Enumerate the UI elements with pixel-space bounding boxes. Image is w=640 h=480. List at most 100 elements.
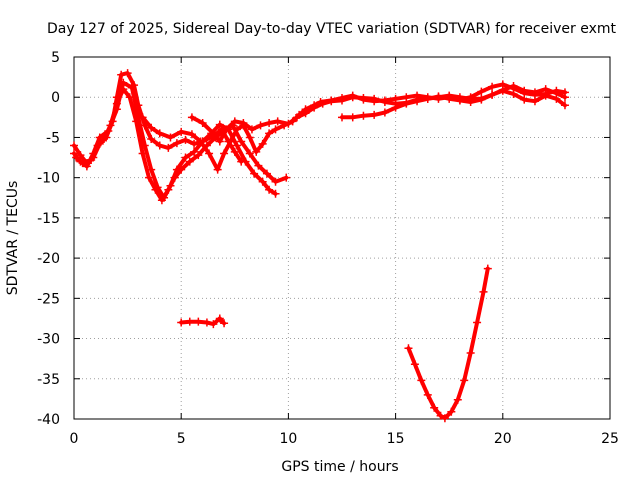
x-tick-label: 10 [279, 431, 297, 447]
data-point [145, 173, 154, 182]
data-point [132, 117, 141, 126]
data-point [78, 159, 87, 168]
sat-track-5 [187, 86, 569, 146]
data-point [213, 165, 222, 174]
data-point [530, 88, 539, 97]
data-point [258, 177, 267, 186]
data-point [215, 137, 224, 146]
data-point [440, 414, 449, 423]
data-point [380, 98, 389, 107]
data-point [151, 185, 160, 194]
data-point [222, 125, 231, 134]
data-point [194, 317, 203, 326]
data-point [436, 411, 445, 420]
data-point [177, 127, 186, 136]
data-point [138, 113, 147, 122]
data-point [348, 93, 357, 102]
y-tick-label: -10 [37, 171, 60, 187]
y-tick-label: -40 [37, 412, 60, 428]
data-point [479, 287, 488, 296]
data-point [370, 110, 379, 119]
data-point [185, 157, 194, 166]
series-line [340, 84, 567, 120]
data-point [402, 99, 411, 108]
data-point [209, 129, 218, 138]
y-tick-label: 0 [51, 90, 60, 106]
data-point [252, 147, 261, 156]
data-point [87, 155, 96, 164]
data-point [202, 318, 211, 327]
data-point [117, 70, 126, 79]
data-point [185, 317, 194, 326]
data-point [338, 113, 346, 122]
sat-track-7 [177, 314, 229, 329]
data-point [106, 121, 115, 130]
data-point [265, 118, 274, 127]
data-point [127, 83, 136, 92]
y-tick-label: 5 [51, 50, 60, 66]
data-point [187, 130, 196, 139]
data-point [423, 94, 432, 103]
data-point [100, 135, 109, 144]
data-point [552, 89, 561, 98]
data-point [245, 133, 254, 142]
data-point [138, 149, 147, 158]
chart-title: Day 127 of 2025, Sidereal Day-to-day VTE… [47, 21, 617, 37]
data-point [112, 99, 121, 108]
data-point [172, 139, 181, 148]
data-point [198, 118, 207, 127]
data-point [473, 318, 482, 327]
data-point [72, 153, 81, 162]
x-tick-label: 20 [494, 431, 512, 447]
data-point [247, 125, 256, 134]
data-point [417, 376, 426, 385]
data-point [181, 153, 190, 162]
data-point [190, 139, 199, 148]
data-point [466, 94, 475, 103]
data-point [509, 90, 518, 99]
data-point [310, 103, 319, 112]
data-point [220, 149, 229, 158]
data-point [237, 137, 246, 146]
data-point [70, 149, 78, 158]
data-point [123, 69, 132, 78]
data-point [318, 99, 327, 108]
data-point [466, 349, 475, 358]
grid-lines [74, 57, 610, 419]
data-point [273, 117, 282, 126]
sat-track-3 [72, 85, 291, 205]
data-point [181, 135, 190, 144]
data-point [239, 118, 248, 127]
data-point [170, 173, 179, 182]
data-point [164, 143, 173, 152]
data-point [256, 121, 265, 130]
data-point [271, 125, 280, 134]
data-point [477, 94, 486, 103]
x-tick-label: 25 [601, 431, 619, 447]
data-point [70, 141, 78, 150]
y-tick-label: -35 [37, 372, 60, 388]
data-point [477, 87, 486, 96]
data-point [232, 125, 241, 134]
data-point [177, 318, 186, 327]
data-point [93, 141, 102, 150]
data-point [560, 101, 569, 110]
data-point [125, 93, 134, 102]
data-point [520, 86, 529, 95]
data-point [230, 147, 239, 156]
data-point [157, 196, 166, 205]
x-axis-label: GPS time / hours [281, 459, 398, 475]
data-point [262, 169, 271, 178]
data-point [147, 123, 156, 132]
data-point [348, 113, 357, 122]
data-point [541, 85, 550, 94]
plot-area-border [73, 56, 611, 420]
x-tick-label: 5 [177, 431, 186, 447]
data-point [164, 185, 173, 194]
data-point [271, 177, 280, 186]
axis-ticks: 0 5 10 15 20 25 5 0 -5 -10 -15 -20 -25 -30 -35 -40 [37, 50, 619, 447]
y-tick-label: -25 [37, 291, 60, 307]
data-point [483, 264, 492, 273]
y-tick-label: -5 [46, 130, 60, 146]
